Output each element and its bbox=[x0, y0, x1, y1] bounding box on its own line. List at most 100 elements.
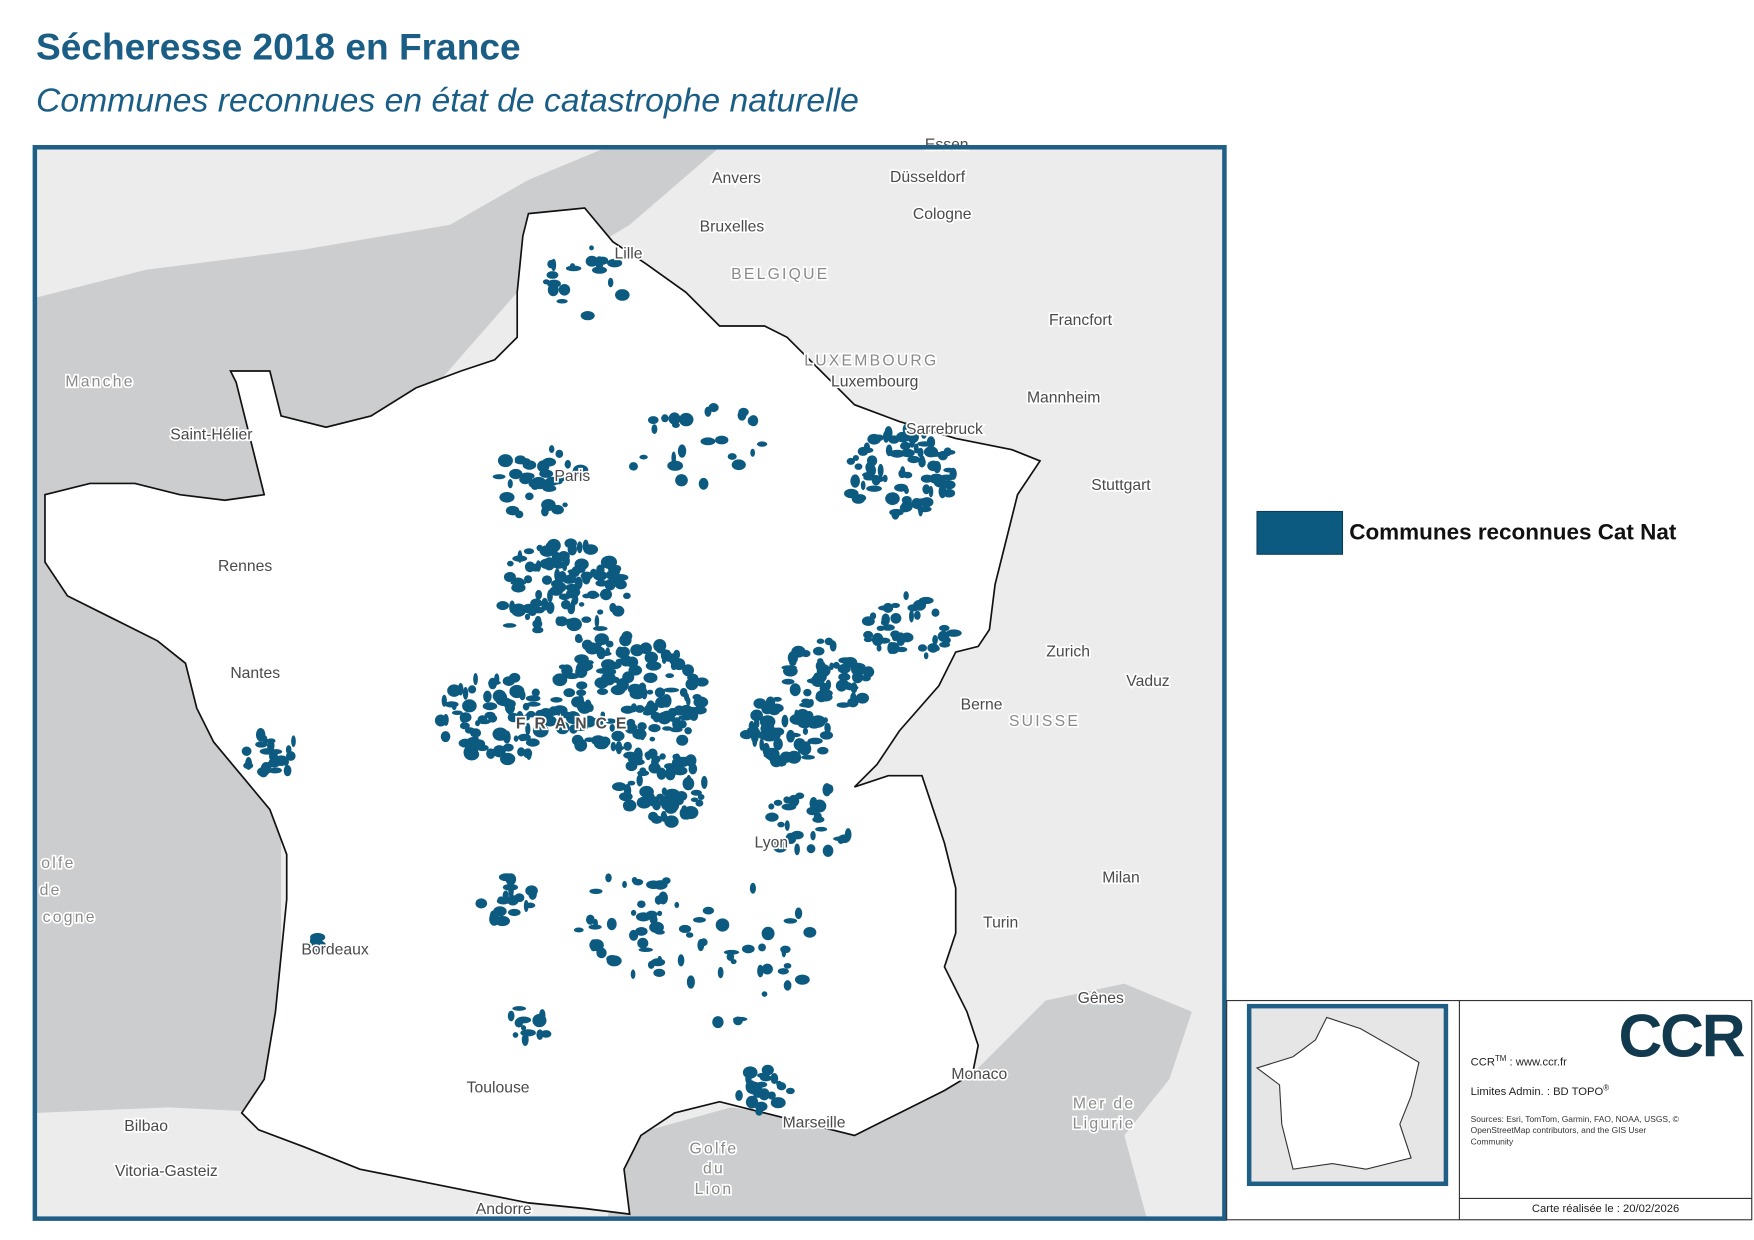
commune-area bbox=[903, 487, 909, 494]
sea bbox=[34, 147, 720, 1113]
commune-area bbox=[591, 266, 608, 274]
commune-area bbox=[817, 658, 824, 664]
commune-area bbox=[556, 616, 568, 627]
commune-area bbox=[636, 796, 652, 809]
commune-area bbox=[555, 449, 564, 458]
commune-area bbox=[580, 571, 593, 581]
commune-area bbox=[881, 613, 890, 626]
commune-area bbox=[649, 921, 664, 934]
commune-area bbox=[770, 1072, 779, 1085]
commune-area bbox=[810, 830, 816, 841]
commune-area bbox=[457, 683, 464, 696]
commune-area bbox=[533, 722, 541, 730]
commune-area bbox=[541, 499, 556, 512]
commune-area bbox=[536, 593, 542, 600]
commune-area bbox=[837, 663, 851, 674]
commune-area bbox=[649, 914, 658, 925]
commune-area bbox=[517, 685, 522, 692]
commune-area bbox=[661, 414, 669, 423]
commune-area bbox=[574, 633, 583, 643]
commune-area bbox=[539, 548, 551, 555]
commune-area bbox=[939, 624, 950, 632]
commune-area bbox=[547, 259, 556, 269]
commune-area bbox=[662, 726, 673, 731]
commune-area bbox=[685, 932, 694, 938]
commune-area bbox=[543, 557, 555, 571]
commune-area bbox=[683, 692, 690, 702]
commune-area bbox=[644, 651, 659, 664]
commune-area bbox=[732, 1016, 748, 1022]
commune-area bbox=[885, 492, 900, 505]
commune-area bbox=[589, 888, 603, 895]
commune-area bbox=[850, 692, 857, 704]
commune-area bbox=[533, 606, 545, 614]
commune-area bbox=[816, 664, 831, 678]
commune-area bbox=[594, 256, 604, 269]
commune-area bbox=[794, 843, 800, 856]
commune-area bbox=[574, 558, 589, 571]
commune-area bbox=[645, 661, 662, 671]
commune-area bbox=[877, 463, 884, 478]
place-label: Sarrebruck bbox=[906, 421, 983, 438]
commune-area bbox=[881, 624, 895, 631]
commune-area bbox=[651, 424, 658, 435]
commune-area bbox=[584, 737, 595, 742]
commune-area bbox=[891, 509, 900, 520]
commune-area bbox=[554, 477, 565, 482]
commune-area bbox=[789, 660, 797, 666]
commune-area bbox=[576, 541, 583, 554]
commune-area bbox=[747, 416, 756, 426]
commune-area bbox=[611, 782, 627, 792]
commune-area bbox=[652, 801, 661, 811]
commune-area bbox=[527, 609, 533, 614]
commune-area bbox=[489, 912, 500, 926]
commune-area bbox=[797, 719, 812, 729]
commune-area bbox=[838, 834, 851, 844]
commune-area bbox=[900, 441, 911, 451]
commune-area bbox=[776, 1082, 787, 1091]
commune-area bbox=[468, 685, 477, 694]
date: Carte réalisée le : 20/02/2026 bbox=[1532, 1203, 1679, 1215]
commune-area bbox=[878, 637, 891, 644]
commune-area bbox=[528, 480, 544, 489]
commune-area bbox=[594, 633, 609, 646]
commune-area bbox=[767, 1091, 776, 1100]
commune-area bbox=[531, 688, 540, 697]
commune-area bbox=[745, 1080, 757, 1094]
commune-area bbox=[451, 704, 457, 711]
commune-area bbox=[585, 255, 599, 267]
commune-area bbox=[615, 289, 630, 301]
commune-area bbox=[558, 664, 567, 670]
commune-area bbox=[686, 774, 692, 784]
commune-area bbox=[789, 683, 801, 697]
place-label: Lion bbox=[695, 1181, 734, 1198]
commune-area bbox=[470, 728, 482, 738]
commune-area bbox=[651, 815, 663, 824]
commune-area bbox=[488, 680, 501, 686]
commune-area bbox=[647, 960, 655, 969]
commune-area bbox=[812, 646, 825, 656]
commune-area bbox=[659, 753, 666, 760]
website: CCRTM : www.ccr.fr bbox=[1471, 1054, 1568, 1068]
subtitle: Communes reconnues en état de catastroph… bbox=[36, 81, 859, 119]
commune-area bbox=[850, 682, 858, 694]
commune-area bbox=[657, 955, 663, 964]
commune-area bbox=[511, 583, 526, 593]
commune-area bbox=[538, 707, 554, 721]
commune-area bbox=[773, 737, 783, 751]
commune-area bbox=[698, 477, 709, 490]
commune-area bbox=[509, 468, 523, 480]
commune-area bbox=[577, 694, 584, 704]
place-label: Saint-Hélier bbox=[170, 427, 252, 444]
place-label: Anvers bbox=[712, 170, 761, 187]
commune-area bbox=[526, 748, 532, 761]
commune-area bbox=[576, 681, 588, 690]
commune-area bbox=[554, 568, 561, 582]
commune-area bbox=[836, 702, 851, 708]
commune-area bbox=[851, 494, 865, 504]
commune-area bbox=[647, 416, 659, 425]
registered: ® bbox=[1603, 1083, 1609, 1092]
commune-area bbox=[635, 926, 648, 936]
commune-area bbox=[742, 1066, 758, 1079]
